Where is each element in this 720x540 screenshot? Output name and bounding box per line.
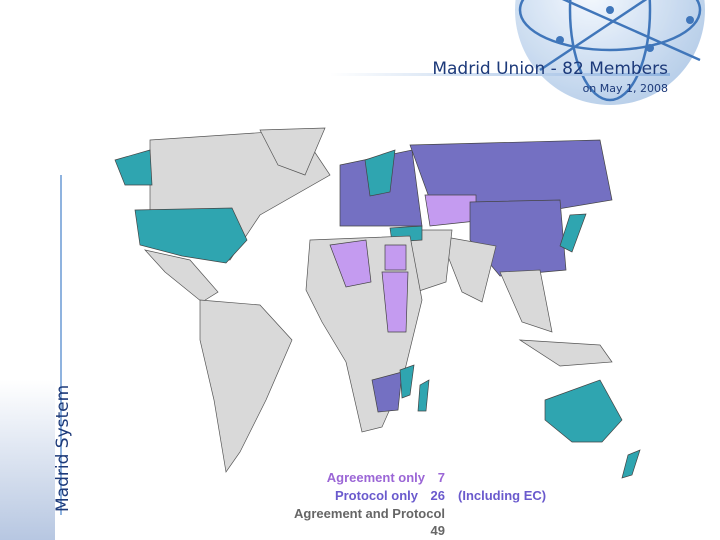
globe-decoration: [515, 0, 705, 105]
world-map: [114, 127, 641, 479]
legend-label: Agreement only: [327, 470, 426, 485]
legend-label: Protocol only: [335, 488, 419, 503]
title-underline: [330, 73, 670, 76]
side-decoration: [0, 380, 55, 540]
legend-label: Agreement and Protocol: [294, 506, 445, 521]
legend-count: 26: [431, 488, 445, 503]
title: Madrid Union - 82 Members: [432, 59, 668, 79]
side-rule: [60, 175, 62, 515]
subtitle: on May 1, 2008: [583, 82, 668, 95]
side-label: Madrid System: [53, 385, 73, 512]
legend-note: (Including EC): [458, 488, 546, 503]
legend: Agreement only 7 Protocol only 26 (Inclu…: [294, 470, 546, 538]
legend-count: 49: [431, 523, 445, 538]
legend-count: 7: [438, 470, 445, 485]
